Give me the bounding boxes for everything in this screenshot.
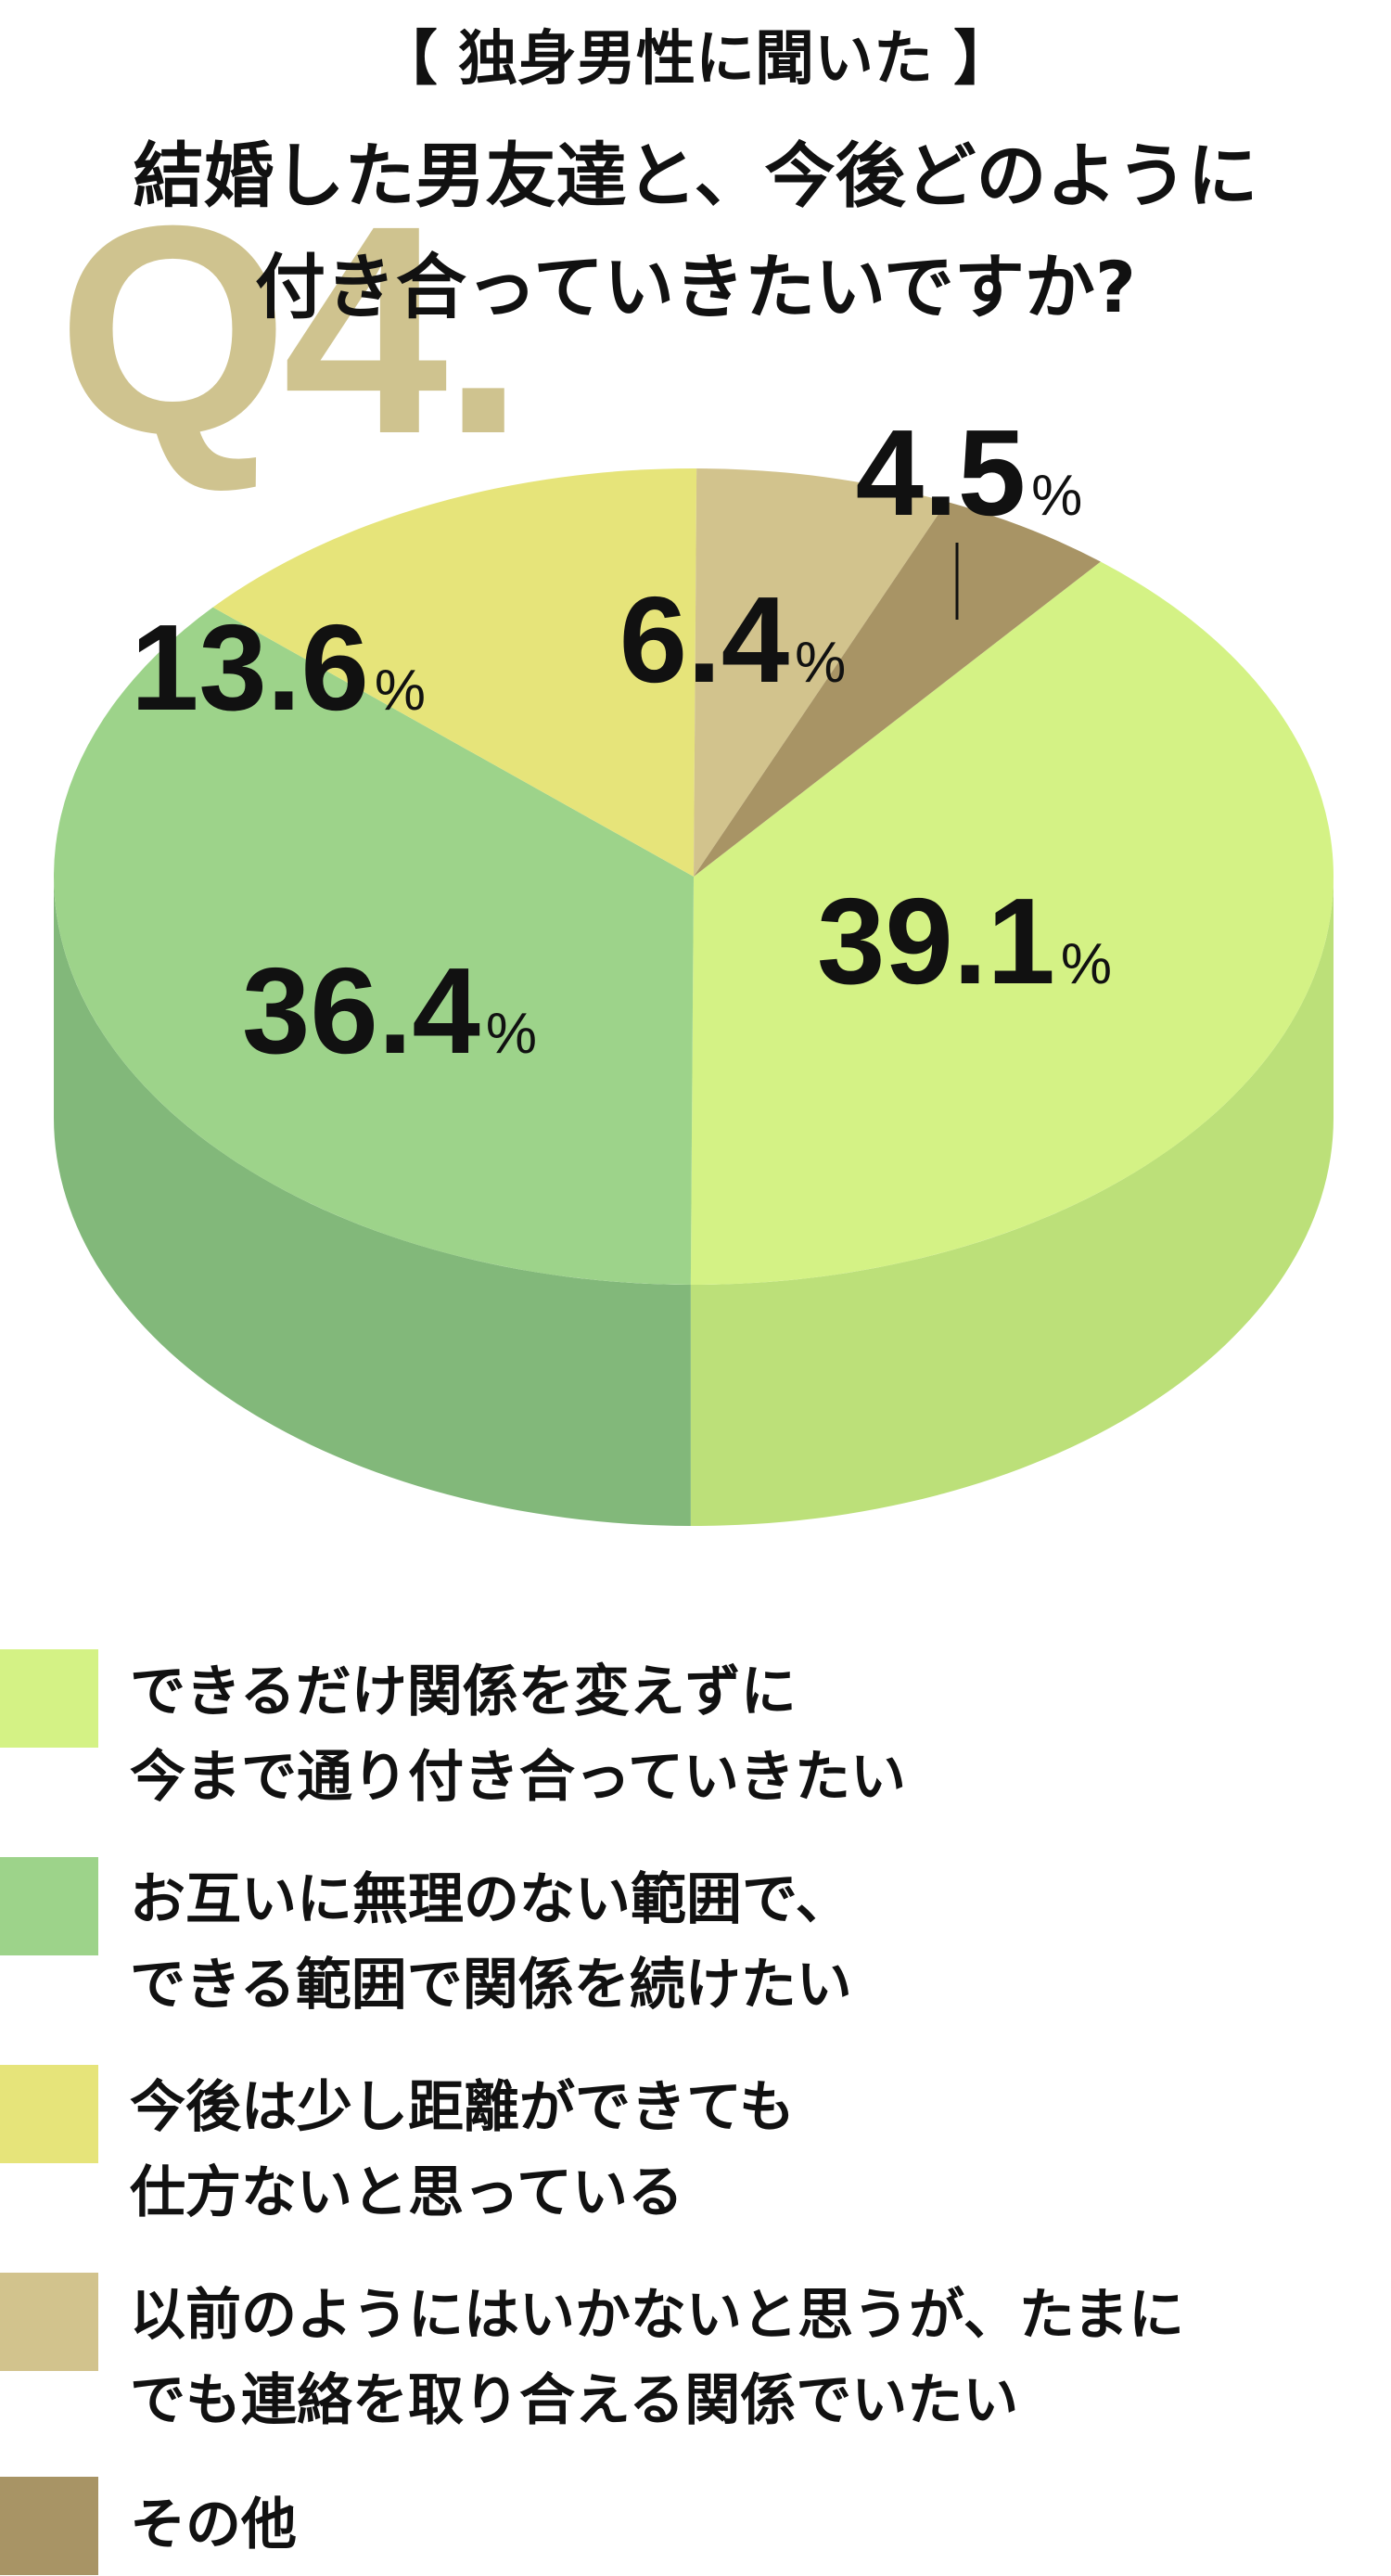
chart-subtitle: 【 独身男性に聞いた 】	[377, 25, 1014, 94]
pie-slice	[694, 501, 1101, 877]
slice-value-label: 4.5%	[856, 404, 1083, 541]
slice-value-label: 39.1%	[817, 873, 1112, 1009]
legend-swatch	[0, 2273, 98, 2371]
legend-label-line: でも連絡を取り合える関係でいたい	[130, 2368, 1019, 2433]
legend-swatch	[0, 1649, 98, 1748]
legend-swatch	[0, 1857, 98, 1955]
legend-label-line: 今後は少し距離ができても	[130, 2075, 795, 2140]
legend-label-line: 以前のようにはいかないと思うが、たまに	[130, 2283, 1184, 2348]
pie-slice	[694, 468, 947, 877]
legend-label-line: できるだけ関係を変えずに	[130, 1660, 797, 1724]
pie-side-wall	[690, 877, 1334, 1526]
legend-label-line: 今まで通り付き合っていきたい	[130, 1745, 906, 1810]
legend-swatch	[0, 2477, 98, 2575]
slice-value-label: 6.4%	[619, 571, 847, 708]
legend-label-line: お互いに無理のない範囲で、	[130, 1867, 851, 1932]
legend-swatch	[0, 2065, 98, 2163]
legend-label-line: できる範囲で関係を続けたい	[130, 1953, 852, 2018]
slice-value-label: 36.4%	[242, 942, 537, 1079]
chart-title-line-1: 結婚した男友達と、今後どのように	[133, 135, 1258, 217]
pie-slice	[212, 468, 697, 877]
pie-slice	[690, 561, 1334, 1285]
pie-side-wall	[54, 877, 691, 1526]
pie-slice	[53, 607, 694, 1285]
question-number: Q4.	[57, 163, 525, 495]
legend-label-line: その他	[130, 2493, 297, 2557]
legend-label-line: 仕方ないと思っている	[130, 2160, 683, 2225]
slice-value-label: 13.6%	[131, 599, 426, 736]
chart-title-line-2: 付き合っていきたいですか?	[254, 246, 1136, 328]
pie-chart: 39.1% 36.4% 13.6% 6.4%4.5%	[53, 404, 1334, 1526]
